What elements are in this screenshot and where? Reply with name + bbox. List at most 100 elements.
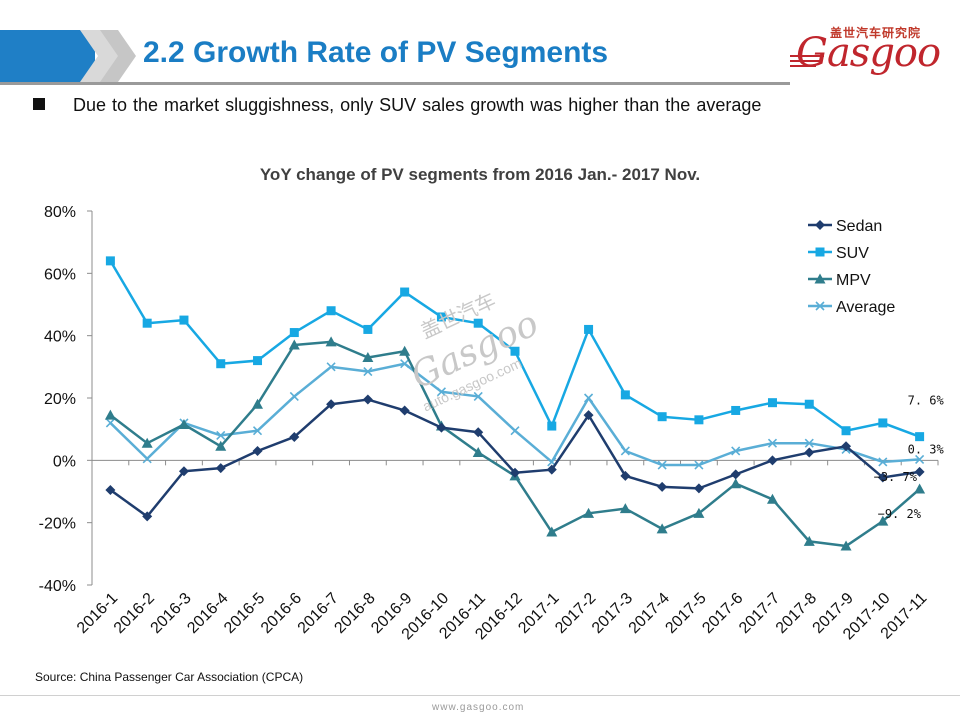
data-point-suv [253,356,263,366]
data-point-suv [363,324,373,334]
y-tick-label: 40% [44,329,76,346]
data-point-sedan [841,441,852,452]
x-tick-label: 2016-8 [331,590,378,637]
data-point-sedan [583,410,594,421]
data-point-mpv [877,515,889,526]
data-point-average [731,446,741,456]
x-tick-label: 2017-6 [699,590,746,637]
data-point-average [657,460,667,470]
data-point-average [915,454,925,464]
data-point-average [436,387,447,397]
bullet-square-icon [33,98,45,110]
chevron-arrows-icon [80,30,136,82]
data-point-sedan [657,481,668,492]
x-tick-label: 2016-2 [111,590,158,637]
footer-divider [0,695,960,696]
data-label: 0. 3% [908,442,945,456]
data-point-average [400,359,410,369]
data-point-suv [179,315,189,325]
page-title: 2.2 Growth Rate of PV Segments [143,36,609,69]
data-point-mpv [766,493,778,504]
legend-label-sedan: Sedan [836,218,882,235]
data-point-average [620,446,630,456]
data-point-mpv [546,526,558,537]
logo-gasgoo: Gasgoo [796,30,941,76]
data-point-mpv [141,437,153,448]
data-point-average [216,430,226,440]
data-point-sedan [215,463,226,474]
data-point-suv [400,287,410,297]
data-point-sedan [252,445,263,456]
data-point-average [142,454,152,464]
data-point-mpv [215,440,227,451]
data-point-average [105,418,115,428]
data-point-suv [731,405,741,415]
legend-marker-suv [815,247,825,257]
y-tick-label: -40% [39,578,76,595]
data-point-suv [584,324,594,334]
data-point-sedan [105,484,116,495]
data-point-suv [436,312,446,322]
data-point-suv [289,328,299,338]
data-point-average [878,457,888,467]
data-point-mpv [362,351,374,362]
x-tick-label: 2017-8 [773,590,820,637]
data-point-suv [878,418,888,428]
data-point-sedan [546,464,557,475]
data-point-sedan [142,511,153,522]
data-point-suv [105,256,115,266]
x-tick-label: 2017-3 [589,590,636,637]
legend-marker-sedan [815,220,825,230]
data-point-suv [326,306,336,316]
legend-marker-mpv [814,273,826,284]
x-tick-label: 2016-3 [148,590,195,637]
data-point-sedan [178,466,189,477]
data-point-sedan [362,394,373,405]
legend-label-mpv: MPV [836,272,871,289]
header-divider [0,82,790,85]
line-chart: YoY change of PV segments from 2016 Jan.… [39,165,945,643]
data-point-sedan [326,399,337,410]
data-point-average [583,393,594,403]
y-tick-label: -20% [39,516,76,533]
data-point-mpv [914,483,926,494]
data-point-average [473,391,483,402]
logo-stripes-icon [790,55,824,67]
y-tick-label: 20% [44,391,76,408]
data-point-suv [547,421,557,431]
x-tick-label: 2017-2 [552,590,599,637]
data-point-suv [804,399,814,409]
data-point-mpv [656,523,668,534]
data-point-average [326,362,336,372]
data-point-sedan [620,470,631,481]
data-point-suv [915,432,925,442]
series-line-average [109,362,920,467]
data-point-suv [841,426,851,436]
logo-chinese-text: 盖世汽车研究院 [830,26,922,40]
bullet-text: Due to the market sluggishness, only SUV… [73,95,762,115]
data-point-mpv [178,418,190,429]
header-accent-block [0,30,95,82]
footer-url: www.gasgoo.com [432,702,525,713]
data-point-sedan [289,431,300,442]
x-tick-label: 2016-6 [258,590,305,637]
x-tick-label: 2017-1 [515,590,562,637]
x-tick-label: 2016-7 [295,590,342,637]
data-point-mpv [252,398,264,409]
data-point-mpv [730,478,742,489]
data-point-sedan [436,422,447,433]
legend-label-average: Average [836,299,895,316]
data-point-suv [142,318,152,328]
data-point-mpv [803,535,815,546]
data-point-sedan [877,472,888,483]
data-point-sedan [693,483,704,494]
data-point-average [804,438,814,448]
series-line-sedan [109,398,920,518]
x-tick-label: 2017-5 [662,590,709,637]
data-point-average [694,460,704,470]
data-point-mpv [399,345,411,356]
data-point-average [767,438,778,448]
data-point-suv [620,390,630,400]
data-point-sedan [914,466,925,477]
chart-title: YoY change of PV segments from 2016 Jan.… [260,165,700,184]
